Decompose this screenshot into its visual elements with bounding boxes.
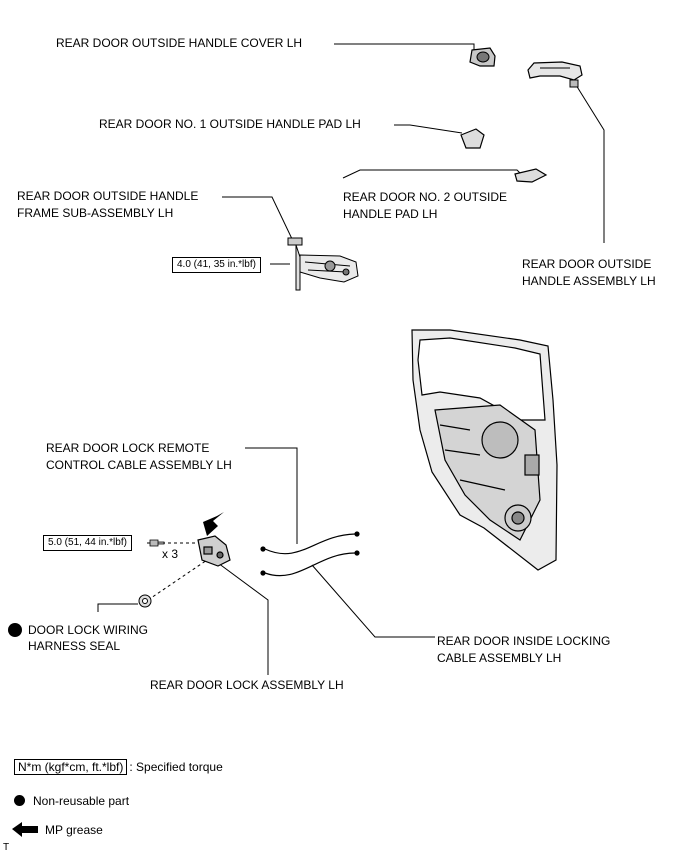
- label-pad1: REAR DOOR NO. 1 OUTSIDE HANDLE PAD LH: [99, 117, 361, 131]
- seal-dashed-line: [147, 557, 211, 601]
- frame-torque-box: 4.0 (41, 35 in.*lbf): [172, 257, 261, 273]
- harness-seal-part: [138, 594, 152, 608]
- handle-cover-part: [469, 47, 496, 67]
- grease-arrow-icon: [203, 512, 224, 536]
- pad1-part: [460, 128, 485, 149]
- legend-dot-icon: [14, 795, 25, 806]
- label-seal-line1: DOOR LOCK WIRING: [28, 623, 149, 637]
- label-handle-cover: REAR DOOR OUTSIDE HANDLE COVER LH: [56, 36, 303, 50]
- label-inside-cable-line2: CABLE ASSEMBLY LH: [437, 651, 562, 665]
- label-pad2-line2: HANDLE PAD LH: [343, 207, 438, 221]
- legend-grease-arrow-icon: [12, 822, 38, 837]
- legend-torque-row: N*m (kgf*cm, ft.*lbf): Specified torque: [14, 759, 223, 775]
- label-lock-assy: REAR DOOR LOCK ASSEMBLY LH: [150, 678, 344, 692]
- legend-grease-text: MP grease: [45, 823, 103, 837]
- corner-mark: T: [3, 842, 10, 853]
- rear-door-panel: [411, 329, 558, 571]
- label-inside-cable-line1: REAR DOOR INSIDE LOCKING: [437, 634, 611, 648]
- label-remote-cable-line1: REAR DOOR LOCK REMOTE: [46, 441, 210, 455]
- legend-torque-desc: : Specified torque: [129, 760, 223, 774]
- door-lock-part: [197, 535, 231, 567]
- legend-nonreusable-text: Non-reusable part: [33, 794, 130, 808]
- label-frame-line2: FRAME SUB-ASSEMBLY LH: [17, 206, 174, 220]
- label-handle-assy-line2: HANDLE ASSEMBLY LH: [522, 274, 656, 288]
- handle-frame-part: [287, 237, 359, 291]
- label-handle-assy-line1: REAR DOOR OUTSIDE: [522, 257, 652, 271]
- label-seal-line2: HARNESS SEAL: [28, 639, 121, 653]
- label-remote-cable-line2: CONTROL CABLE ASSEMBLY LH: [46, 458, 232, 472]
- lock-torque-box: 5.0 (51, 44 in.*lbf): [43, 535, 132, 551]
- label-frame-line1: REAR DOOR OUTSIDE HANDLE: [17, 189, 199, 203]
- nonreusable-dot-icon: [8, 623, 22, 637]
- bolt-icon: [149, 539, 165, 547]
- pad2-part: [514, 168, 548, 183]
- lock-cables: [260, 531, 360, 577]
- label-pad2-line1: REAR DOOR NO. 2 OUTSIDE: [343, 190, 508, 204]
- legend-torque-unit: N*m (kgf*cm, ft.*lbf): [14, 759, 128, 775]
- quantity-label: x 3: [162, 547, 179, 561]
- leader-lines: [97, 43, 605, 675]
- legend-nonreusable-row: Non-reusable part: [14, 793, 129, 809]
- outside-handle-part: [527, 61, 583, 88]
